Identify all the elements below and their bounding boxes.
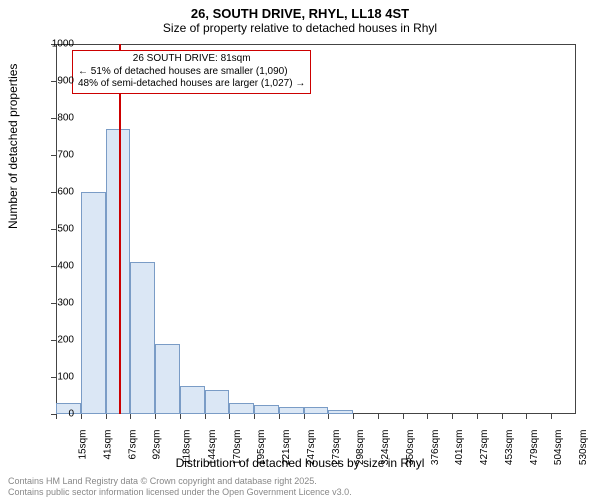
x-tick-mark bbox=[205, 414, 206, 419]
x-tick-label: 247sqm bbox=[306, 430, 317, 466]
y-tick-label: 500 bbox=[44, 224, 74, 235]
callout-box: 26 SOUTH DRIVE: 81sqm← 51% of detached h… bbox=[72, 50, 311, 94]
histogram-bar bbox=[205, 390, 230, 414]
callout-line-2: ← 51% of detached houses are smaller (1,… bbox=[78, 66, 305, 79]
histogram-bar bbox=[279, 407, 304, 414]
x-tick-label: 15sqm bbox=[78, 430, 89, 460]
x-tick-label: 504sqm bbox=[554, 430, 565, 466]
y-tick-label: 100 bbox=[44, 372, 74, 383]
x-tick-mark bbox=[526, 414, 527, 419]
x-tick-label: 350sqm bbox=[405, 430, 416, 466]
x-tick-mark bbox=[328, 414, 329, 419]
x-tick-label: 427sqm bbox=[479, 430, 490, 466]
x-tick-mark bbox=[81, 414, 82, 419]
x-tick-mark bbox=[254, 414, 255, 419]
y-tick-label: 1000 bbox=[44, 39, 74, 50]
title-main: 26, SOUTH DRIVE, RHYL, LL18 4ST bbox=[0, 0, 600, 21]
x-tick-mark bbox=[551, 414, 552, 419]
x-tick-label: 376sqm bbox=[430, 430, 441, 466]
x-tick-label: 195sqm bbox=[256, 430, 267, 466]
x-tick-mark bbox=[403, 414, 404, 419]
x-tick-label: 92sqm bbox=[152, 430, 163, 460]
x-tick-label: 67sqm bbox=[127, 430, 138, 460]
callout-line-3: 48% of semi-detached houses are larger (… bbox=[78, 78, 305, 91]
x-tick-mark bbox=[427, 414, 428, 419]
x-tick-mark bbox=[229, 414, 230, 419]
x-tick-label: 479sqm bbox=[529, 430, 540, 466]
footer-line-1: Contains HM Land Registry data © Crown c… bbox=[8, 476, 352, 487]
y-tick-label: 700 bbox=[44, 150, 74, 161]
x-tick-mark bbox=[279, 414, 280, 419]
histogram-bar bbox=[304, 407, 329, 414]
histogram-bar bbox=[328, 410, 353, 414]
x-tick-label: 221sqm bbox=[281, 430, 292, 466]
histogram-bar bbox=[155, 344, 180, 414]
x-tick-mark bbox=[452, 414, 453, 419]
x-tick-label: 453sqm bbox=[504, 430, 515, 466]
plot-area: 26 SOUTH DRIVE: 81sqm← 51% of detached h… bbox=[56, 44, 576, 414]
y-tick-label: 900 bbox=[44, 76, 74, 87]
x-tick-label: 170sqm bbox=[232, 430, 243, 466]
x-tick-mark bbox=[477, 414, 478, 419]
chart-container: 26, SOUTH DRIVE, RHYL, LL18 4ST Size of … bbox=[0, 0, 600, 500]
callout-line-1: 26 SOUTH DRIVE: 81sqm bbox=[78, 53, 305, 66]
histogram-bar bbox=[254, 405, 279, 414]
x-tick-label: 273sqm bbox=[331, 430, 342, 466]
x-tick-label: 401sqm bbox=[455, 430, 466, 466]
footer-line-2: Contains public sector information licen… bbox=[8, 487, 352, 498]
y-tick-label: 200 bbox=[44, 335, 74, 346]
histogram-bar bbox=[180, 386, 205, 414]
footer-attribution: Contains HM Land Registry data © Crown c… bbox=[8, 476, 352, 498]
x-tick-mark bbox=[130, 414, 131, 419]
x-tick-mark bbox=[502, 414, 503, 419]
y-tick-label: 300 bbox=[44, 298, 74, 309]
x-tick-mark bbox=[155, 414, 156, 419]
histogram-bar bbox=[229, 403, 254, 414]
x-tick-mark bbox=[304, 414, 305, 419]
histogram-bar bbox=[130, 262, 155, 414]
marker-line bbox=[119, 44, 121, 414]
histogram-bar bbox=[81, 192, 106, 414]
y-tick-label: 800 bbox=[44, 113, 74, 124]
x-tick-label: 530sqm bbox=[578, 430, 589, 466]
x-tick-label: 118sqm bbox=[181, 430, 192, 465]
x-tick-label: 41sqm bbox=[102, 430, 113, 460]
title-sub: Size of property relative to detached ho… bbox=[0, 21, 600, 39]
x-tick-label: 298sqm bbox=[355, 430, 366, 466]
x-tick-label: 324sqm bbox=[380, 430, 391, 466]
x-tick-mark bbox=[106, 414, 107, 419]
x-tick-mark bbox=[378, 414, 379, 419]
x-tick-mark bbox=[353, 414, 354, 419]
y-tick-label: 400 bbox=[44, 261, 74, 272]
y-tick-label: 600 bbox=[44, 187, 74, 198]
y-axis-label: Number of detached properties bbox=[6, 64, 20, 229]
histogram-bar bbox=[106, 129, 131, 414]
y-tick-label: 0 bbox=[44, 409, 74, 420]
x-tick-mark bbox=[180, 414, 181, 419]
x-tick-label: 144sqm bbox=[207, 430, 218, 466]
